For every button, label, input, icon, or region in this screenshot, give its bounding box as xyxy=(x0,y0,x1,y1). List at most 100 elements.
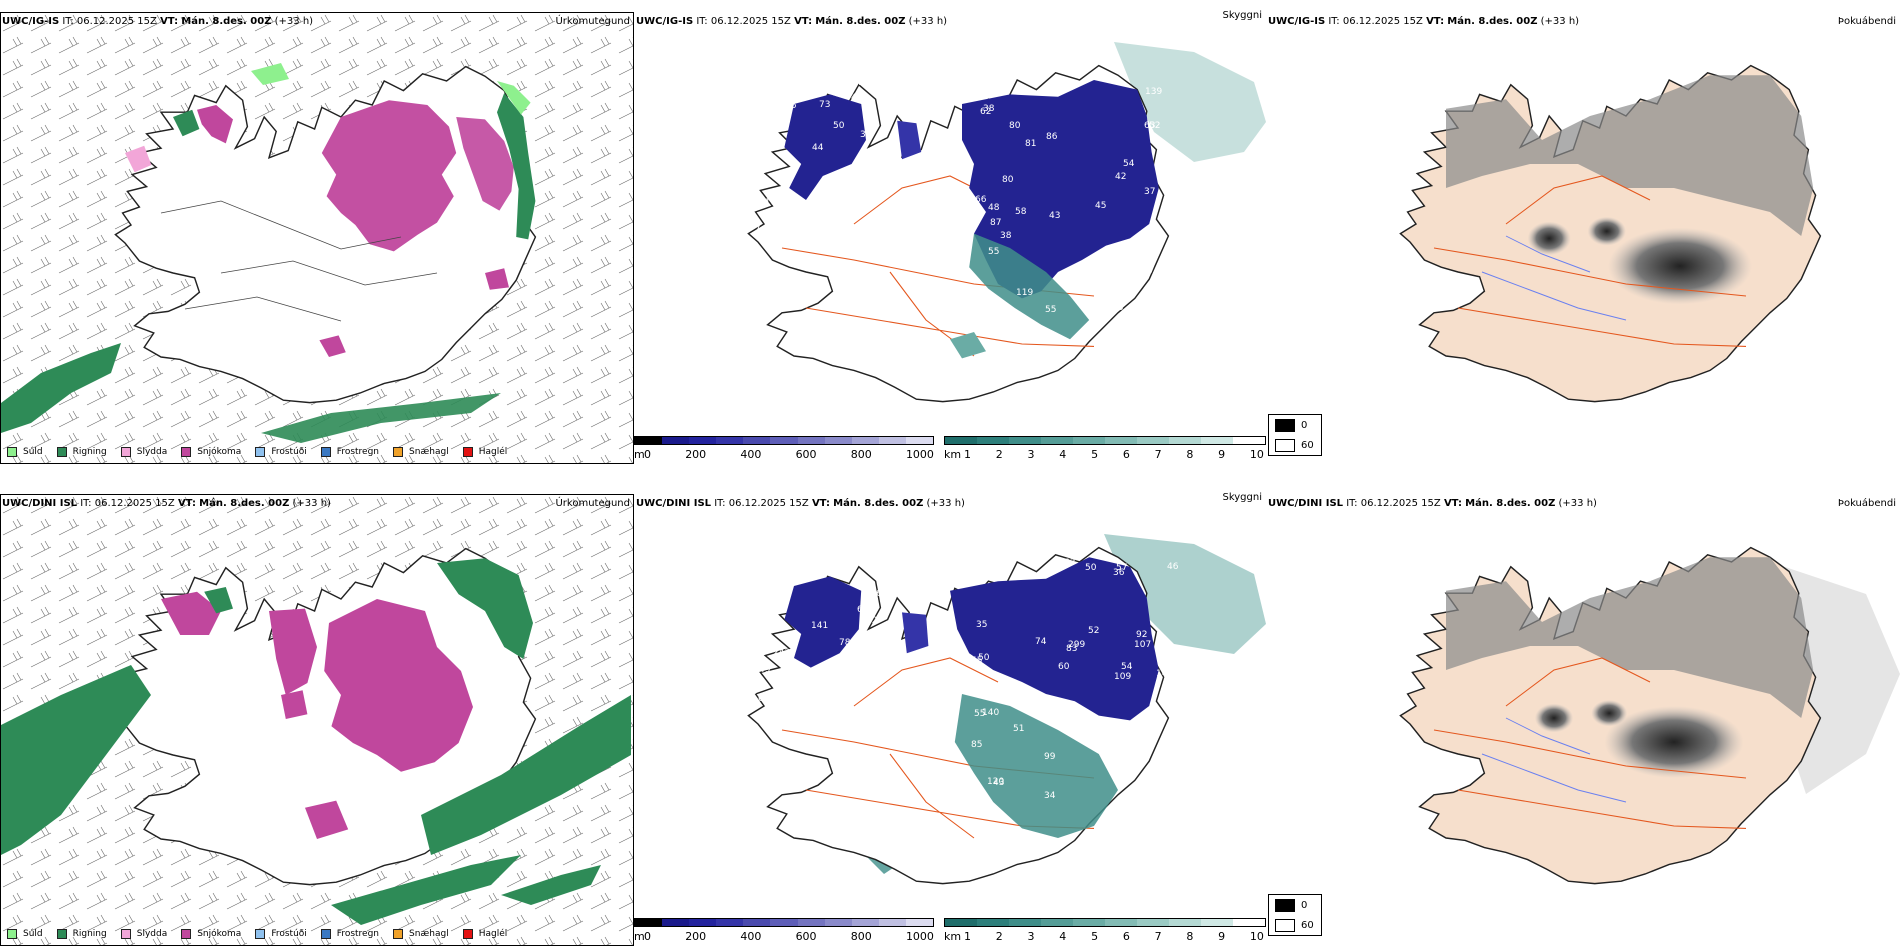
cloud-base-label: 79 xyxy=(769,193,781,203)
cloud-base-unit-bottom: m xyxy=(634,930,645,943)
clouds-title-bottom: UWC/DINI ISL IT: 06.12.2025 15Z VT: Mán.… xyxy=(636,498,965,509)
cloud-base-label: 49 xyxy=(759,665,771,675)
precip-legend-label-top: Haglél xyxy=(478,447,508,457)
cloud-base-label: 45 xyxy=(1095,201,1106,211)
precip-product-top: Úrkomutegund xyxy=(555,16,630,27)
cloud-base-tick: 0 xyxy=(644,930,651,943)
cloud-base-color-step xyxy=(797,437,825,444)
visibility-color-step xyxy=(1137,437,1169,444)
cloud-base-label: 299 xyxy=(1068,640,1085,650)
cloud-base-n-top xyxy=(897,120,922,160)
vis-ne-bottom xyxy=(954,694,1118,838)
cloud-base-label: 46 xyxy=(877,561,889,571)
cloud-base-label: 99 xyxy=(1044,752,1056,762)
cloud-base-tick: 800 xyxy=(850,930,872,943)
cloud-base-label: 67 xyxy=(1143,266,1154,276)
cloud-base-label: 60 xyxy=(770,705,782,715)
cloud-base-label: 52 xyxy=(1149,121,1160,131)
fog-map-svg-bottom xyxy=(1399,546,1900,885)
precip-legend-item-top: Slydda xyxy=(120,447,168,457)
cloud-base-label: 37 xyxy=(769,190,780,200)
cloud-base-color-step xyxy=(824,437,852,444)
cloud-base-label: 141 xyxy=(808,556,825,566)
precip-legend-item-top: Frostregn xyxy=(320,447,380,457)
visibility-tick: 3 xyxy=(1027,930,1035,943)
visibility-color-step xyxy=(1201,919,1233,926)
cloud-base-label: 64 xyxy=(876,589,888,599)
cloud-base-label: 66 xyxy=(975,195,987,205)
fog-title-bottom: UWC/DINI ISL IT: 06.12.2025 15Z VT: Mán.… xyxy=(1268,498,1597,509)
cloud-base-label: 54 xyxy=(1123,159,1135,169)
cloud-base-label: 36 xyxy=(793,562,805,572)
precip-legend-label-bottom: Súld xyxy=(23,929,43,939)
cloud-base-tick: 600 xyxy=(795,930,817,943)
cloud-base-color-step xyxy=(716,919,744,926)
precip-legend-item-bottom: Frostúði xyxy=(255,929,307,939)
cloud-base-label: 78 xyxy=(839,638,851,648)
fog-legend-white-bottom xyxy=(1275,919,1295,932)
precip-legend-label-bottom: Snæhagl xyxy=(409,929,449,939)
vis-shade-e-bottom xyxy=(1104,534,1266,654)
cloud-base-tick: 0 xyxy=(644,448,651,461)
cloud-base-label: 36 xyxy=(785,101,797,111)
cloud-base-label: 119 xyxy=(1016,288,1033,298)
fog-panel-top: UWC/IG-IS IT: 06.12.2025 15Z VT: Mán. 8.… xyxy=(1266,12,1900,464)
fog-terrain-n-top xyxy=(1446,75,1814,237)
snow-w-bottom xyxy=(281,690,308,719)
precip-panel-top: Súld Rigning Slydda Snjókoma Frostúði Frostre… xyxy=(0,12,634,464)
cloud-base-ticks-bottom: 0 200 400 600 800 1000 xyxy=(644,930,934,943)
visibility-ticks-top: 1 2 3 4 5 6 7 8 9 10 xyxy=(964,448,1264,461)
precip-legend-label-top: Snæhagl xyxy=(409,447,449,457)
precip-legend-label-bottom: Haglél xyxy=(478,929,508,939)
cloud-base-label: 38 xyxy=(989,307,1001,317)
precip-legend-item-bottom: Haglél xyxy=(462,929,508,939)
slydda-nw-top xyxy=(125,145,152,173)
cloud-base-label: 46 xyxy=(1167,562,1179,572)
cloud-base-label: 42 xyxy=(802,70,813,80)
cloud-base-tick: 200 xyxy=(685,930,707,943)
clouds-panel-top: 50 62 37 41 37 44 50 52 58 47 42 45 42 43 116 46 48 63 38 6… xyxy=(634,10,1266,464)
snow-area-bottom xyxy=(324,599,474,772)
precip-legend-swatch-top xyxy=(393,447,404,457)
precip-legend-label-top: Súld xyxy=(23,447,43,457)
cloud-base-color-step xyxy=(878,437,906,444)
precip-legend-label-top: Slydda xyxy=(136,447,168,457)
visibility-color-step xyxy=(977,919,1009,926)
sleet-e-top xyxy=(485,268,510,290)
precip-legend-swatch-top xyxy=(181,447,192,457)
cloud-base-color-step xyxy=(770,919,798,926)
snow-area-bottom-2 xyxy=(269,608,317,695)
precip-legend-swatch-bottom xyxy=(320,929,331,939)
precip-legend-swatch-bottom xyxy=(393,929,404,939)
cloud-base-label: 141 xyxy=(811,621,828,631)
fog-panel-bottom: UWC/DINI ISL IT: 06.12.2025 15Z VT: Mán.… xyxy=(1266,494,1900,946)
cloud-base-label: 52 xyxy=(866,616,877,626)
rain-sw-bottom xyxy=(1,665,151,855)
precip-legend-swatch-bottom xyxy=(7,929,17,939)
cloud-base-label: 62 xyxy=(758,694,769,704)
precip-legend-swatch-top xyxy=(320,447,331,457)
cloud-base-color-step xyxy=(905,437,934,444)
snow-area-top xyxy=(321,100,457,252)
cloud-base-label: 86 xyxy=(1046,132,1058,142)
cloud-base-label: 10 xyxy=(783,686,795,696)
cloud-base-label: 106 xyxy=(839,67,856,77)
rain-se2-bottom xyxy=(501,865,601,905)
visibility-tick: 4 xyxy=(1059,930,1067,943)
precip-legend-swatch-top xyxy=(255,447,266,457)
visibility-color-step xyxy=(1233,919,1265,926)
cloud-base-label: 21 xyxy=(743,689,754,699)
precip-legend-swatch-bottom xyxy=(56,929,67,939)
cloud-base-label: 81 xyxy=(1025,139,1036,149)
fog-legend-high-top: 0 xyxy=(1301,420,1308,431)
precip-legend-label-top: Frostregn xyxy=(336,447,380,457)
fog-blob-central-bottom xyxy=(1604,706,1744,778)
precip-title-top: UWC/IG-IS IT: 06.12.2025 15Z VT: Mán. 8.… xyxy=(2,16,314,27)
clouds-title-top: UWC/IG-IS IT: 06.12.2025 15Z VT: Mán. 8.… xyxy=(636,16,948,27)
fog-legend-low-top: 60 xyxy=(1301,440,1314,451)
cloud-base-label: 87 xyxy=(990,218,1001,228)
visibility-color-step xyxy=(1233,437,1265,444)
clouds-map-svg-top: 50 62 37 41 37 44 50 52 58 47 42 45 42 43 116 46 48 63 38 6… xyxy=(743,42,1266,403)
visibility-color-step xyxy=(945,437,977,444)
cloud-base-color-step xyxy=(635,919,663,926)
